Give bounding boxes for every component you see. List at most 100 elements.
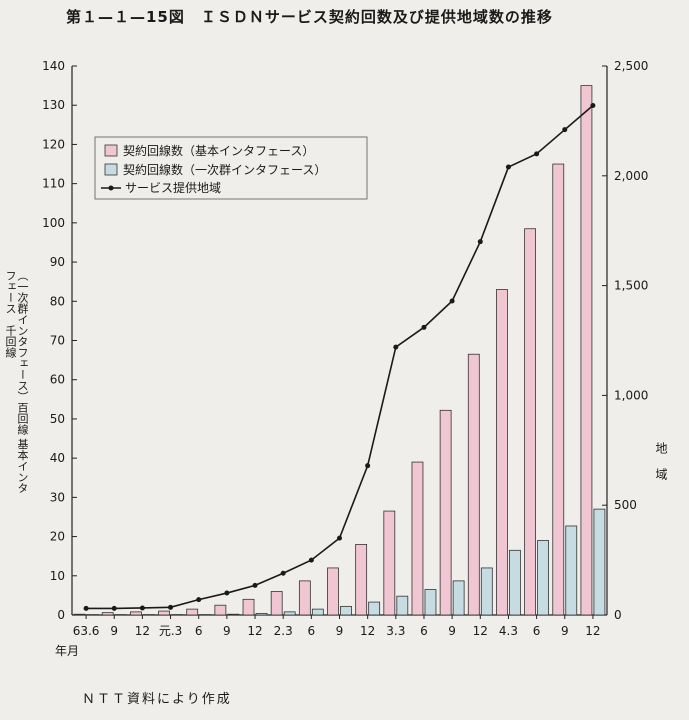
bar-primary	[565, 525, 578, 616]
line-point	[224, 590, 230, 596]
legend-swatch-primary	[104, 163, 118, 176]
x-tick-label: 12	[135, 624, 150, 638]
line-point	[534, 151, 540, 157]
bar-basic	[270, 591, 283, 616]
right-tick-label: 1,500	[614, 279, 648, 293]
x-tick-label: 元.3	[159, 624, 182, 638]
bar-basic	[355, 544, 368, 616]
x-tick-label: 12	[360, 624, 375, 638]
bar-basic	[129, 611, 142, 616]
line-point	[196, 597, 202, 603]
left-tick-label: 140	[42, 59, 65, 73]
x-tick-label: 63.6	[73, 624, 100, 638]
bar-primary	[452, 580, 465, 616]
x-tick-label: 4.3	[499, 624, 518, 638]
x-tick-label: 6	[308, 624, 316, 638]
bar-basic	[214, 604, 227, 616]
line-point	[505, 164, 511, 170]
line-point	[139, 605, 145, 611]
bar-basic	[580, 85, 593, 616]
legend-swatch-basic	[104, 144, 118, 157]
line-point	[337, 535, 342, 541]
bar-primary	[537, 540, 550, 616]
left-tick-label: 10	[50, 569, 65, 583]
x-tick-label: 6	[195, 624, 203, 638]
x-tick-label: 9	[561, 624, 569, 638]
bar-primary	[255, 613, 268, 616]
bar-basic	[298, 580, 311, 616]
bar-primary	[283, 611, 296, 616]
bar-basic	[327, 567, 339, 616]
bar-primary	[311, 608, 324, 616]
left-tick-label: 70	[50, 334, 65, 348]
bar-basic	[496, 289, 508, 616]
legend-label-primary: 契約回線数（一次群インタフェース）	[123, 162, 326, 177]
bar-primary	[509, 549, 521, 616]
x-unit-label: 年月	[55, 644, 79, 658]
bar-basic	[439, 409, 452, 616]
bar-primary	[424, 589, 437, 616]
bar-basic	[411, 461, 424, 616]
bar-primary	[368, 601, 381, 616]
line-point	[252, 582, 258, 588]
left-tick-label: 20	[50, 530, 65, 544]
left-tick-label: 110	[42, 177, 65, 191]
x-tick-label: 12	[247, 624, 262, 638]
bar-primary	[340, 605, 352, 616]
x-tick-label: 9	[223, 624, 231, 638]
bar-primary	[396, 595, 409, 616]
legend-box	[94, 136, 368, 200]
right-tick-label: 500	[614, 498, 637, 512]
bar-basic	[186, 608, 199, 616]
right-tick-label: 2,000	[614, 169, 648, 183]
line-point	[308, 557, 314, 563]
left-tick-label: 130	[42, 98, 65, 112]
left-axis-label: （一次群インタフェース）百回線 基本インタフェース 千回線	[4, 270, 29, 494]
line-point	[393, 344, 399, 350]
right-tick-label: 0	[614, 608, 622, 622]
line-point	[477, 239, 483, 245]
x-tick-label: 6	[420, 624, 428, 638]
bar-basic	[552, 163, 565, 616]
right-axis-label: 地域	[654, 442, 668, 494]
left-tick-label: 120	[42, 137, 65, 151]
left-tick-label: 50	[50, 412, 65, 426]
source-note: ＮＴＴ資料により作成	[82, 692, 232, 707]
line-point	[83, 605, 89, 611]
line-point	[421, 324, 427, 330]
bar-basic	[158, 610, 170, 616]
line-point	[168, 604, 174, 610]
x-tick-label: 6	[533, 624, 541, 638]
right-tick-label: 1,000	[614, 388, 648, 402]
x-tick-label: 3.3	[386, 624, 405, 638]
x-tick-label: 2.3	[274, 624, 293, 638]
x-tick-label: 9	[110, 624, 118, 638]
bar-primary	[227, 613, 240, 616]
line-point	[590, 103, 596, 109]
legend-line-marker	[108, 185, 114, 191]
x-tick-label: 9	[336, 624, 344, 638]
bar-primary	[480, 567, 493, 616]
left-tick-label: 90	[50, 255, 65, 269]
line-point	[449, 298, 455, 304]
x-tick-label: 12	[585, 624, 600, 638]
left-tick-label: 60	[50, 373, 65, 387]
left-tick-label: 30	[50, 490, 65, 504]
bar-basic	[524, 228, 537, 616]
bar-basic	[101, 612, 114, 616]
x-tick-label: 12	[473, 624, 488, 638]
bar-basic	[73, 613, 86, 616]
line-point	[111, 605, 117, 611]
right-tick-label: 2,500	[614, 59, 648, 73]
line-point	[280, 570, 286, 576]
line-point	[365, 463, 371, 469]
legend-label-basic: 契約回線数（基本インタフェース）	[123, 143, 314, 158]
x-tick-label: 9	[448, 624, 456, 638]
bar-basic	[467, 353, 480, 616]
bar-basic	[242, 598, 255, 616]
bar-basic	[383, 510, 396, 616]
chart-title: 第１—１—15図 ＩＳＤＮサービス契約回数及び提供地域数の推移	[66, 8, 553, 26]
legend-label-line: サービス提供地域	[125, 180, 221, 195]
left-tick-label: 100	[42, 216, 65, 230]
